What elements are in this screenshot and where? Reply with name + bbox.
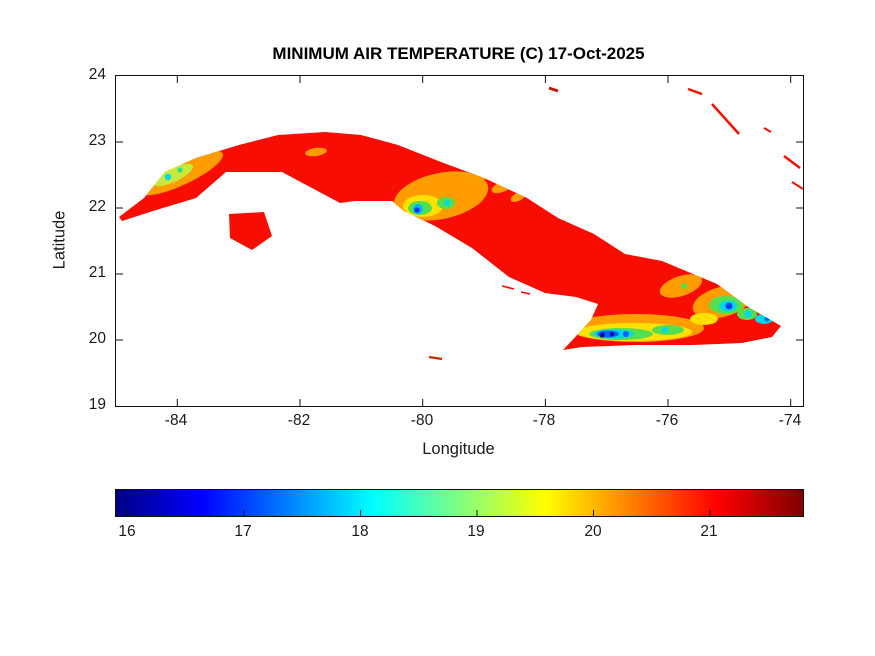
cuba-island-shape <box>119 132 781 350</box>
temperature-patches <box>139 147 773 342</box>
y-tick-label-22: 22 <box>88 198 106 215</box>
colorbar-tick-18: 18 <box>351 523 369 540</box>
colorbar-tick-marks <box>127 510 711 516</box>
x-tick-label-78: -78 <box>532 412 556 429</box>
x-axis-label: Longitude <box>422 440 495 458</box>
y-tick-label-19: 19 <box>88 396 106 413</box>
small-cays-and-islands <box>428 86 803 361</box>
x-tick-label-74: -74 <box>778 412 802 429</box>
colorbar-tick-21: 21 <box>700 523 718 540</box>
colorbar-tick-20: 20 <box>584 523 602 540</box>
colorbar-tick-19: 19 <box>467 523 485 540</box>
isla-de-la-juventud-shape <box>229 212 272 250</box>
plot-area <box>115 75 804 407</box>
x-tick-label-80: -80 <box>410 412 434 429</box>
colorbar <box>115 489 804 517</box>
y-tick-label-21: 21 <box>88 264 106 281</box>
x-tick-label-84: -84 <box>164 412 188 429</box>
cuba-temperature-map <box>116 76 803 406</box>
colorbar-tick-16: 16 <box>118 523 136 540</box>
axis-tick-marks <box>116 76 803 406</box>
y-tick-label-24: 24 <box>88 66 106 83</box>
x-tick-label-76: -76 <box>655 412 679 429</box>
colorbar-tick-17: 17 <box>234 523 252 540</box>
x-tick-label-82: -82 <box>287 412 311 429</box>
y-tick-label-23: 23 <box>88 132 106 149</box>
y-axis-label: Latitude <box>50 210 69 270</box>
y-tick-label-20: 20 <box>88 330 106 347</box>
plot-title: MINIMUM AIR TEMPERATURE (C) 17-Oct-2025 <box>272 44 645 63</box>
